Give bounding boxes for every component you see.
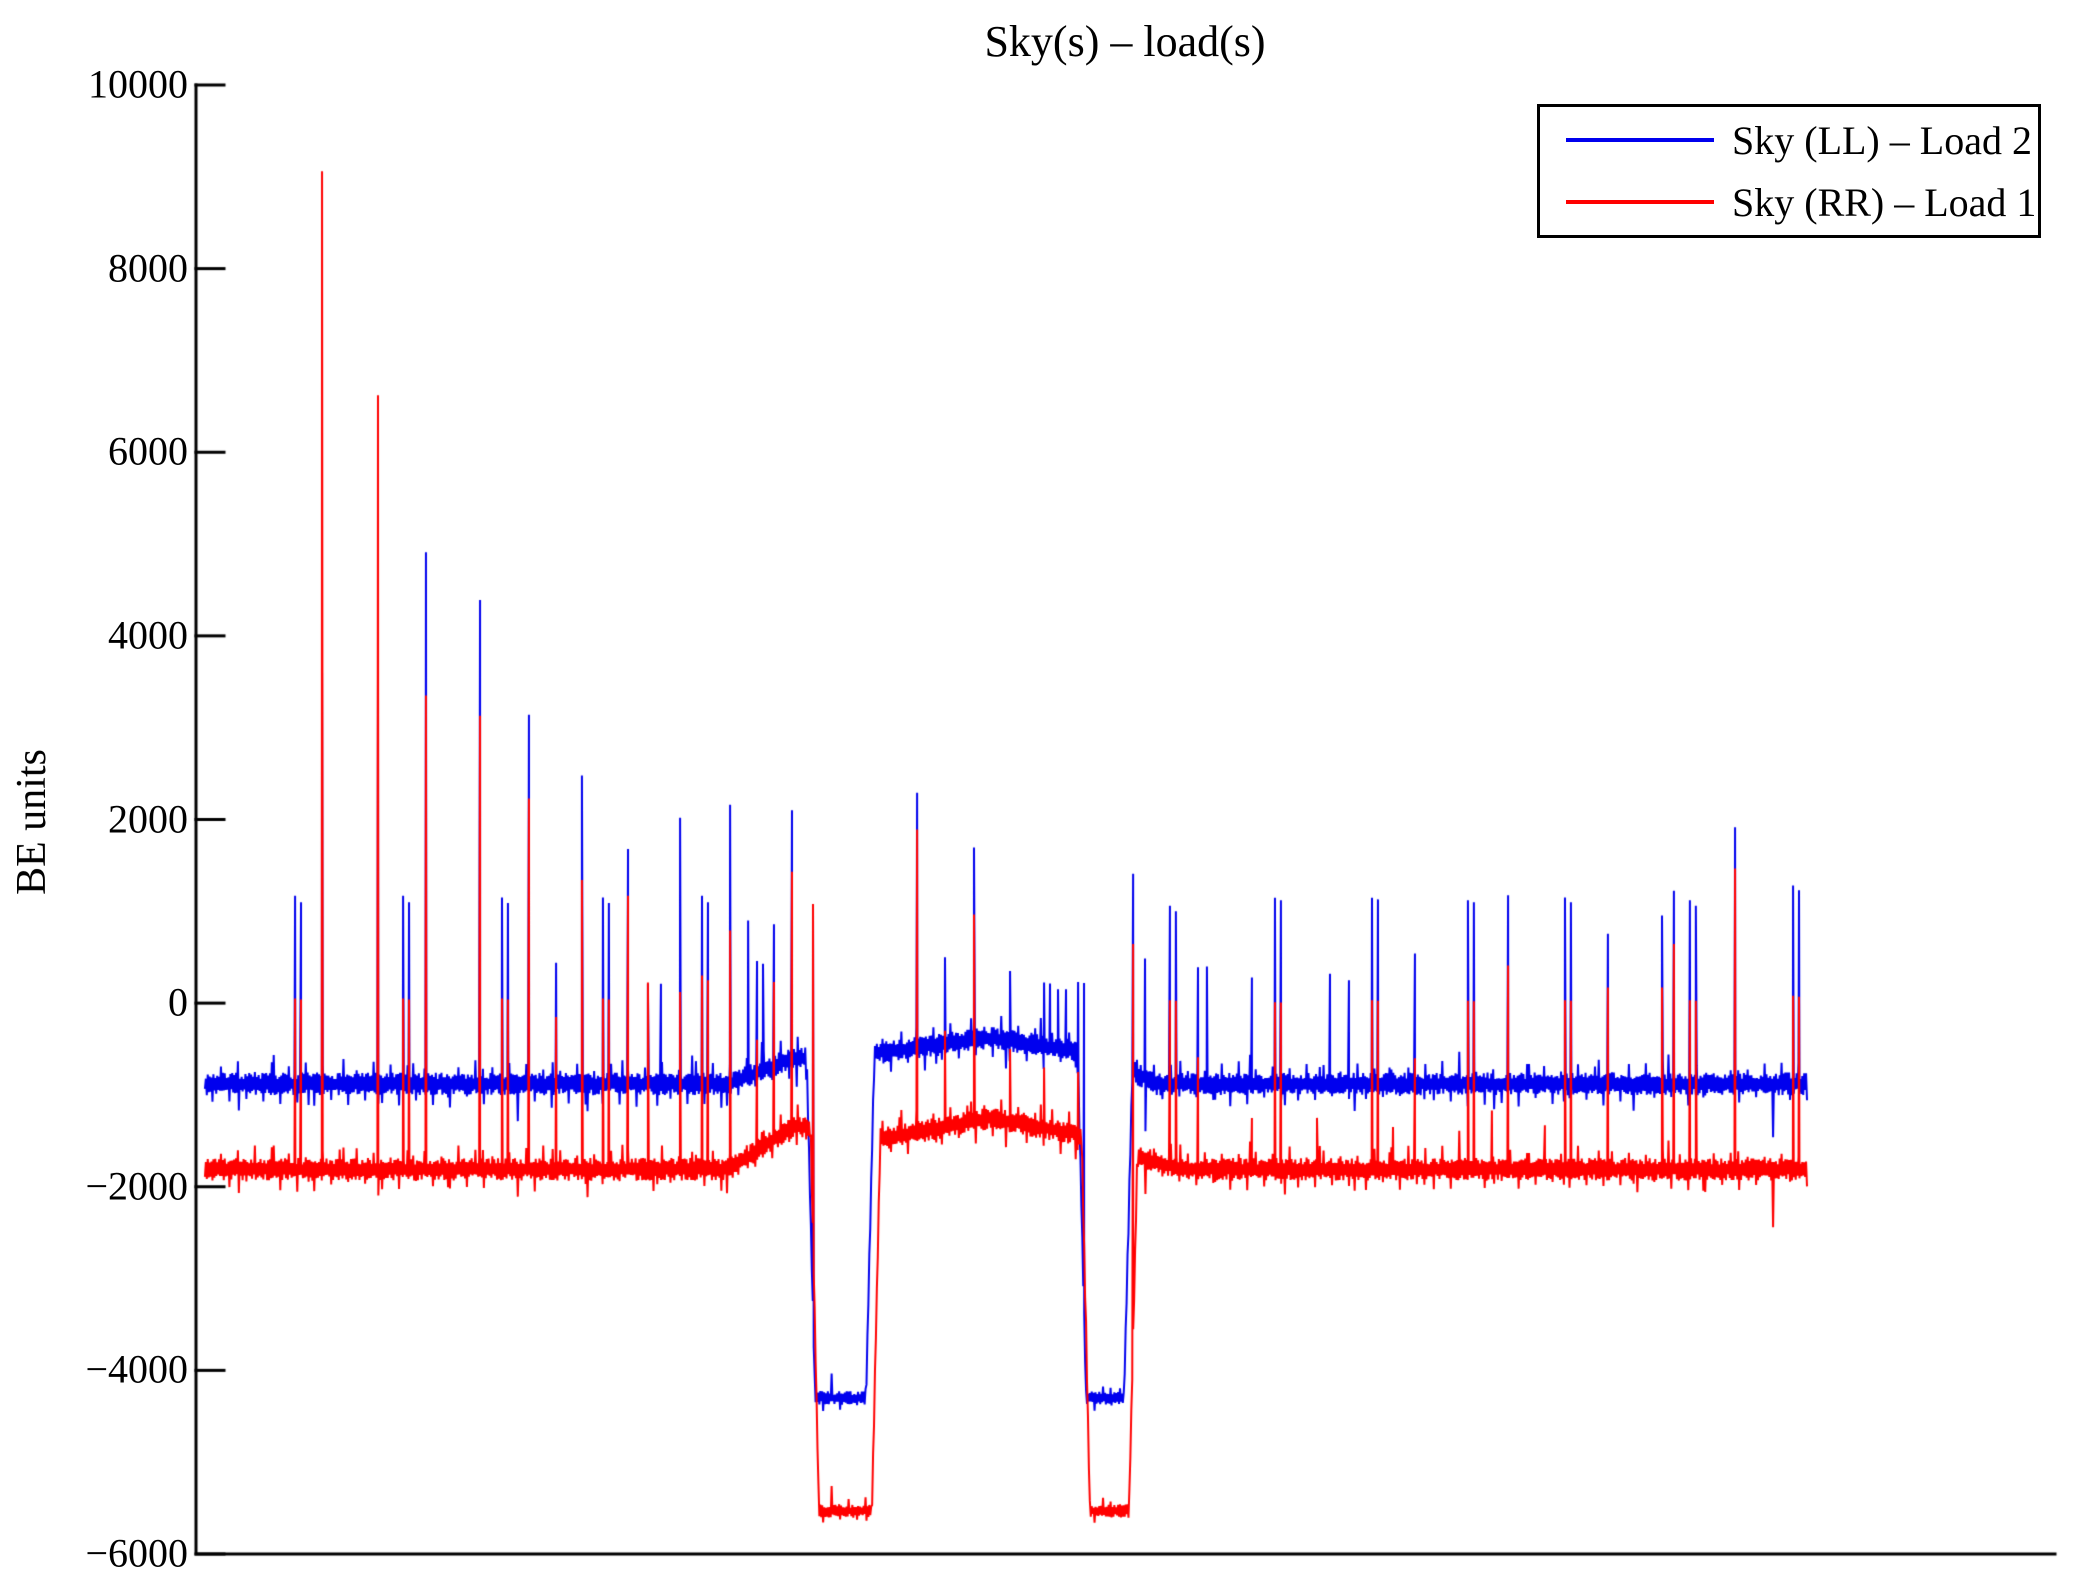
y-tick-label: −4000 (85, 1346, 188, 1392)
y-tick-label: 8000 (108, 245, 188, 291)
legend: Sky (LL) – Load 2 Sky (RR) – Load 1 (1537, 104, 2041, 238)
y-tick-label: 2000 (108, 796, 188, 842)
y-tick-label: 10000 (88, 61, 188, 107)
legend-label-sky-rr: Sky (RR) – Load 1 (1732, 179, 2037, 225)
legend-line-red (1566, 200, 1714, 204)
legend-label-sky-ll: Sky (LL) – Load 2 (1732, 117, 2032, 163)
legend-item-sky-rr: Sky (RR) – Load 1 (1540, 173, 2038, 231)
y-tick-label: 4000 (108, 612, 188, 658)
y-tick-label: −2000 (85, 1163, 188, 1209)
y-tick-label: 6000 (108, 428, 188, 474)
y-tick-label: −6000 (85, 1530, 188, 1576)
y-axis-label: BE units (9, 749, 55, 895)
chart-title: Sky(s) – load(s) (984, 17, 1266, 66)
legend-item-sky-ll: Sky (LL) – Load 2 (1540, 111, 2038, 169)
y-tick-label: 0 (168, 979, 188, 1025)
legend-line-blue (1566, 138, 1714, 142)
